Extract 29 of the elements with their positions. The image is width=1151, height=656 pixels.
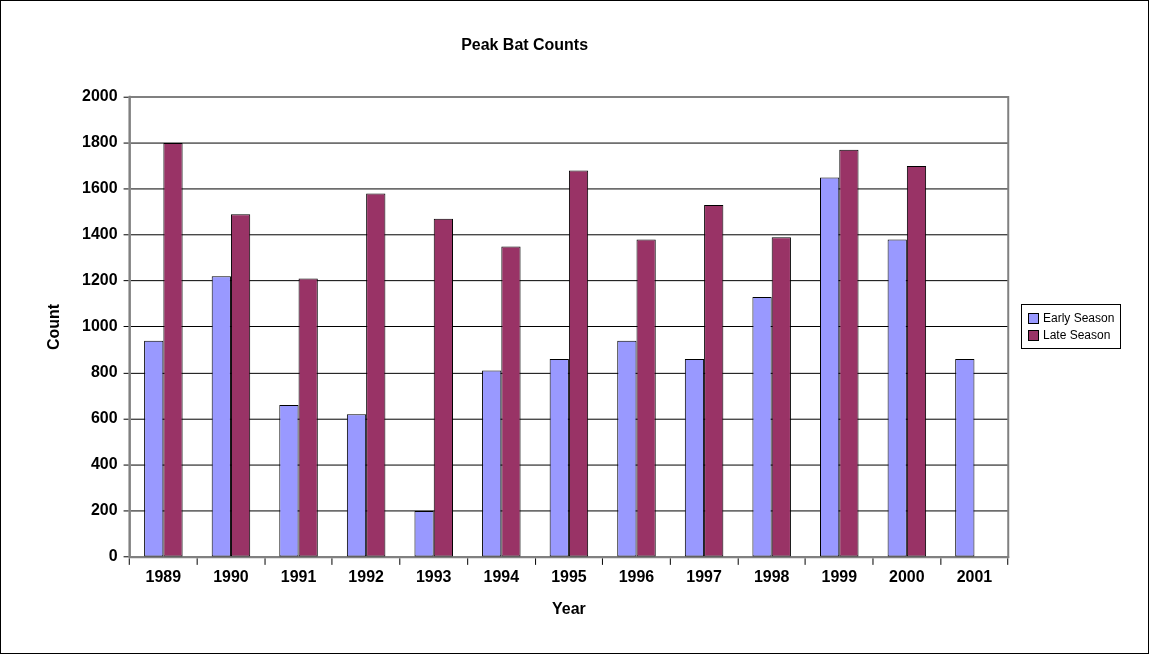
y-axis-title: Count bbox=[44, 303, 62, 350]
x-tick-label: 1990 bbox=[213, 567, 249, 585]
y-tick-label: 1600 bbox=[82, 179, 118, 197]
y-tick-label: 1400 bbox=[82, 225, 118, 243]
x-tick-label: 1994 bbox=[483, 567, 520, 585]
y-tick-label: 1200 bbox=[82, 271, 118, 289]
y-tick-label: 1800 bbox=[82, 133, 118, 151]
y-tick-label: 600 bbox=[90, 409, 118, 427]
x-tick-label: 1997 bbox=[686, 567, 722, 585]
x-tick-label: 1996 bbox=[618, 567, 655, 585]
x-tick-label: 1993 bbox=[415, 567, 452, 585]
x-tick-label: 1995 bbox=[551, 567, 587, 585]
x-tick-label: 1989 bbox=[145, 567, 182, 585]
y-tick-label: 2000 bbox=[82, 87, 118, 105]
x-tick-label: 1998 bbox=[753, 567, 790, 585]
x-tick-label: 1991 bbox=[280, 567, 317, 585]
legend-label: Early Season bbox=[1043, 311, 1115, 326]
x-axis-title: Year bbox=[552, 599, 586, 617]
legend-label: Late Season bbox=[1043, 328, 1111, 343]
y-tick-label: 400 bbox=[90, 455, 118, 473]
y-tick-label: 0 bbox=[108, 547, 118, 565]
y-tick-label: 1000 bbox=[82, 317, 118, 335]
y-tick-label: 800 bbox=[90, 363, 118, 381]
x-tick-label: 1992 bbox=[348, 567, 385, 585]
x-tick-label: 1999 bbox=[821, 567, 858, 585]
chart-title: Peak Bat Counts bbox=[461, 35, 589, 53]
y-tick-label: 200 bbox=[90, 501, 118, 519]
x-tick-label: 2001 bbox=[956, 567, 993, 585]
x-tick-label: 2000 bbox=[889, 567, 925, 585]
